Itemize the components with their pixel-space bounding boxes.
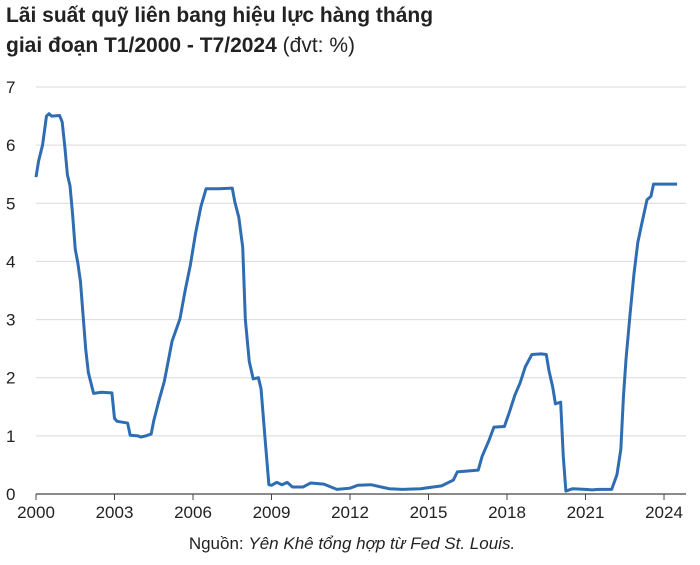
chart-title: Lãi suất quỹ liên bang hiệu lực hàng thá… <box>6 4 433 27</box>
x-tick-label: 2003 <box>96 503 134 522</box>
source: Yên Khê tổng hợp từ Fed St. Louis. <box>248 534 515 553</box>
y-tick-label: 2 <box>6 369 15 388</box>
x-tick-label: 2015 <box>410 503 448 522</box>
line <box>34 112 678 493</box>
plot-area: 0 1 2 3 4 5 6 7 2000 2003 2006 2009 2012 2015 2018 2021… <box>6 78 686 522</box>
x-tick-label: 2006 <box>174 503 212 522</box>
y-tick-label: 6 <box>6 136 15 155</box>
x-tick-label: 2024 <box>645 503 683 522</box>
y-tick-label: 5 <box>6 194 15 213</box>
chart-subtitle-line: giai đoạn T1/2000 - T7/2024 (đvt: %) <box>6 34 355 57</box>
x-tick-label: 2000 <box>17 503 55 522</box>
chart-subtitle: giai đoạn T1/2000 - T7/2024 <box>6 34 277 57</box>
y-tick-label: 7 <box>6 78 15 97</box>
source-line: Nguồn: Yên Khê tổng hợp từ Fed St. Louis… <box>189 534 515 553</box>
x-tick-label: 2021 <box>567 503 605 522</box>
source-prefix: Nguồn: <box>189 534 244 553</box>
x-tick-label: 2009 <box>253 503 291 522</box>
y-tick-label: 4 <box>6 252 15 271</box>
unit: (đvt: %) <box>283 34 355 57</box>
y-tick-label: 1 <box>6 427 15 446</box>
y-tick-label: 0 <box>6 485 15 504</box>
x-tick-label: 2018 <box>488 503 526 522</box>
x-tick-label: 2012 <box>331 503 369 522</box>
y-tick-label: 3 <box>6 311 15 330</box>
